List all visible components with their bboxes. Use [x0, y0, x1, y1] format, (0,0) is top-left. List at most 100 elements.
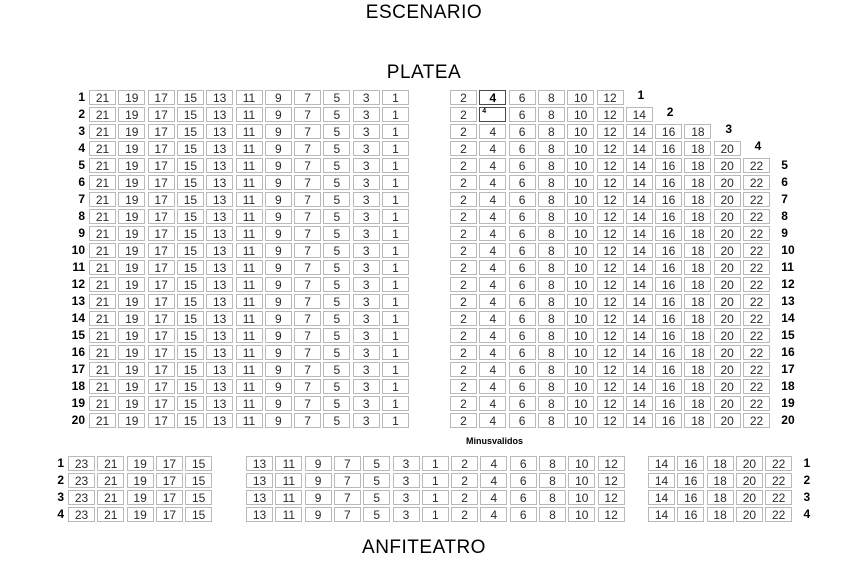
platea-right-seat[interactable]: 12: [596, 413, 624, 428]
platea-left-seat[interactable]: 1: [382, 277, 409, 292]
platea-left-seat[interactable]: 19: [118, 260, 146, 275]
platea-left-seat[interactable]: 19: [118, 379, 146, 394]
platea-left-seat[interactable]: 7: [294, 226, 322, 241]
platea-left-seat[interactable]: 1: [382, 124, 409, 139]
platea-right-seat[interactable]: 16: [655, 192, 683, 207]
platea-left-seat[interactable]: 9: [264, 294, 292, 309]
anfiteatro-left-seat[interactable]: 17: [155, 456, 183, 471]
platea-left-seat[interactable]: 11: [235, 175, 263, 190]
platea-right-seat[interactable]: 20: [713, 362, 741, 377]
platea-left-seat[interactable]: 7: [294, 90, 322, 105]
platea-left-seat[interactable]: 11: [235, 311, 263, 326]
platea-right-seat[interactable]: 12: [596, 396, 624, 411]
anfiteatro-left-seat[interactable]: 15: [185, 456, 213, 471]
platea-right-seat[interactable]: 18: [684, 379, 712, 394]
platea-left-seat[interactable]: 1: [382, 396, 409, 411]
anfiteatro-right-seat[interactable]: 22: [765, 490, 793, 505]
platea-left-seat[interactable]: 5: [323, 158, 351, 173]
anfiteatro-left-seat[interactable]: 23: [68, 490, 95, 505]
platea-left-seat[interactable]: 13: [206, 192, 234, 207]
anfiteatro-left-seat[interactable]: 23: [68, 507, 95, 522]
anfiteatro-center-seat[interactable]: 12: [597, 473, 625, 488]
platea-right-seat[interactable]: 4: [479, 396, 507, 411]
platea-left-seat[interactable]: 19: [118, 175, 146, 190]
anfiteatro-right-seat[interactable]: 20: [735, 490, 763, 505]
anfiteatro-center-seat[interactable]: 12: [597, 456, 625, 471]
platea-right-seat[interactable]: 16: [655, 209, 683, 224]
platea-right-seat[interactable]: 14: [625, 141, 653, 156]
platea-left-seat[interactable]: 1: [382, 175, 409, 190]
platea-right-seat[interactable]: 8: [537, 209, 565, 224]
platea-left-seat[interactable]: 17: [147, 107, 175, 122]
anfiteatro-center-seat[interactable]: 6: [509, 456, 537, 471]
anfiteatro-center-seat[interactable]: 11: [275, 456, 303, 471]
platea-right-seat[interactable]: 20: [713, 158, 741, 173]
anfiteatro-center-seat[interactable]: 1: [421, 490, 449, 505]
platea-right-seat[interactable]: 8: [537, 192, 565, 207]
platea-left-seat[interactable]: 9: [264, 90, 292, 105]
platea-right-seat[interactable]: 18: [684, 413, 712, 428]
anfiteatro-right-seat[interactable]: 16: [677, 456, 705, 471]
platea-left-seat[interactable]: 7: [294, 345, 322, 360]
anfiteatro-center-seat[interactable]: 6: [509, 507, 537, 522]
platea-right-seat[interactable]: 18: [684, 345, 712, 360]
platea-left-seat[interactable]: 11: [235, 362, 263, 377]
platea-left-seat[interactable]: 15: [176, 294, 204, 309]
anfiteatro-center-seat[interactable]: 8: [539, 456, 566, 471]
platea-right-seat[interactable]: 10: [567, 209, 595, 224]
platea-right-seat[interactable]: 20: [713, 260, 741, 275]
platea-left-seat[interactable]: 1: [382, 260, 409, 275]
platea-right-seat[interactable]: 8: [537, 243, 565, 258]
platea-right-seat[interactable]: 12: [596, 311, 624, 326]
platea-left-seat[interactable]: 11: [235, 345, 263, 360]
platea-left-seat[interactable]: 15: [176, 175, 204, 190]
platea-right-seat[interactable]: 22: [743, 175, 770, 190]
platea-left-seat[interactable]: 1: [382, 328, 409, 343]
platea-right-seat[interactable]: 6: [508, 107, 536, 122]
platea-left-seat[interactable]: 9: [264, 413, 292, 428]
platea-left-seat[interactable]: 7: [294, 277, 322, 292]
platea-right-seat[interactable]: 14: [625, 277, 653, 292]
platea-right-seat[interactable]: 12: [596, 107, 624, 122]
platea-left-seat[interactable]: 13: [206, 124, 234, 139]
platea-left-seat[interactable]: 1: [382, 362, 409, 377]
platea-left-seat[interactable]: 13: [206, 107, 234, 122]
platea-right-seat[interactable]: 2: [450, 328, 477, 343]
anfiteatro-right-seat[interactable]: 18: [706, 473, 734, 488]
platea-left-seat[interactable]: 15: [176, 277, 204, 292]
platea-right-seat[interactable]: 8: [537, 396, 565, 411]
platea-right-seat[interactable]: 18: [684, 277, 712, 292]
platea-right-seat[interactable]: 10: [567, 413, 595, 428]
platea-left-seat[interactable]: 5: [323, 345, 351, 360]
platea-right-seat[interactable]: 2: [450, 413, 477, 428]
platea-right-seat[interactable]: 8: [537, 294, 565, 309]
platea-right-seat[interactable]: 6: [508, 328, 536, 343]
platea-left-seat[interactable]: 1: [382, 413, 409, 428]
platea-left-seat[interactable]: 9: [264, 396, 292, 411]
platea-right-seat[interactable]: 18: [684, 243, 712, 258]
platea-left-seat[interactable]: 1: [382, 158, 409, 173]
platea-right-seat[interactable]: 14: [625, 192, 653, 207]
platea-left-seat[interactable]: 3: [352, 124, 380, 139]
platea-right-seat[interactable]: 16: [655, 243, 683, 258]
platea-left-seat[interactable]: 7: [294, 107, 322, 122]
platea-left-seat[interactable]: 5: [323, 90, 351, 105]
anfiteatro-left-seat[interactable]: 21: [97, 456, 125, 471]
platea-right-seat[interactable]: 12: [596, 141, 624, 156]
platea-right-seat[interactable]: 8: [537, 90, 565, 105]
platea-left-seat[interactable]: 5: [323, 192, 351, 207]
platea-right-seat[interactable]: 8: [537, 362, 565, 377]
platea-right-seat[interactable]: 8: [537, 124, 565, 139]
anfiteatro-center-seat[interactable]: 2: [451, 473, 479, 488]
platea-right-seat[interactable]: 2: [450, 90, 477, 105]
anfiteatro-right-seat[interactable]: 18: [706, 490, 734, 505]
platea-right-seat[interactable]: 12: [596, 294, 624, 309]
platea-left-seat[interactable]: 19: [118, 328, 146, 343]
platea-left-seat[interactable]: 15: [176, 413, 204, 428]
platea-right-seat[interactable]: 4: [479, 379, 507, 394]
platea-left-seat[interactable]: 9: [264, 277, 292, 292]
platea-right-seat[interactable]: 4: [479, 226, 507, 241]
platea-left-seat[interactable]: 15: [176, 158, 204, 173]
platea-right-seat[interactable]: 14: [625, 158, 653, 173]
platea-right-seat[interactable]: 8: [537, 311, 565, 326]
